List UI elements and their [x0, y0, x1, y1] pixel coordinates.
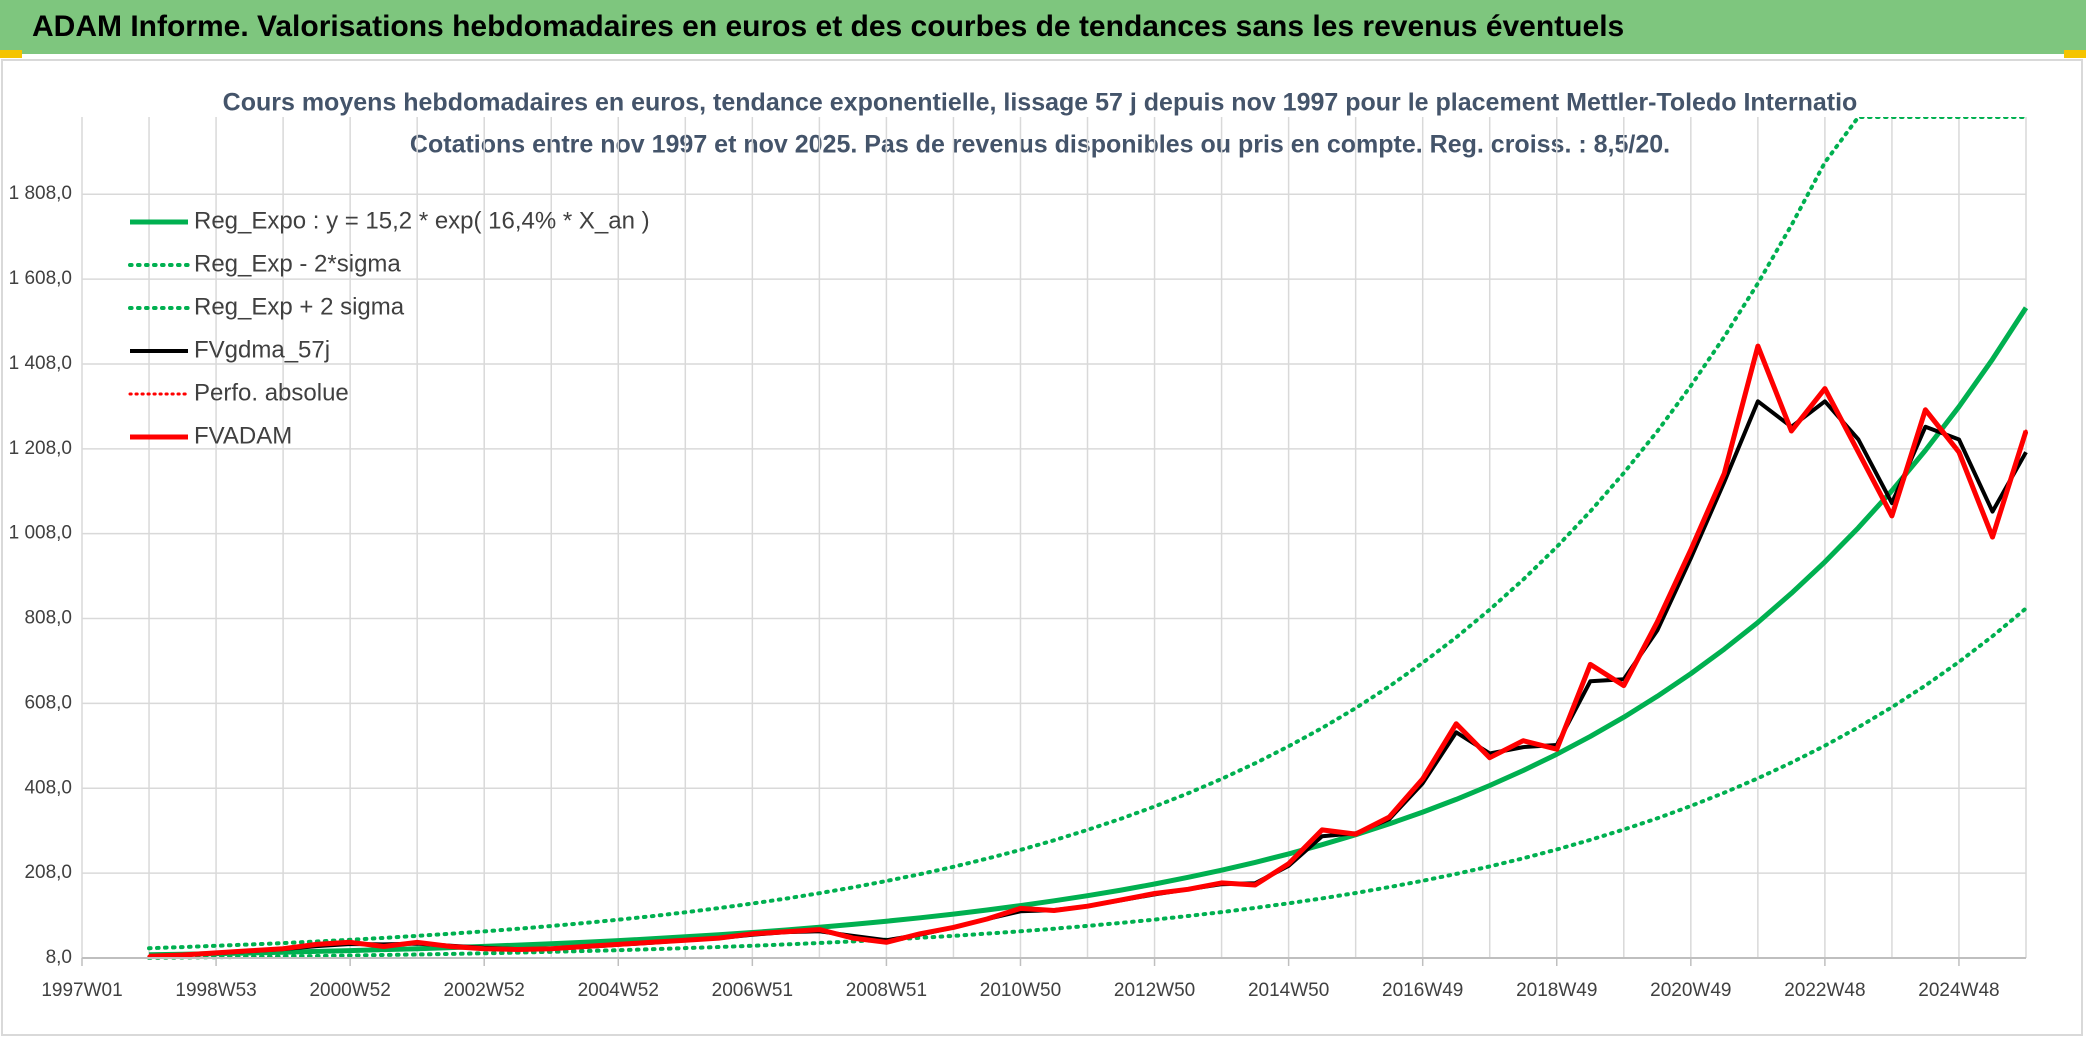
plot-area [147, 117, 2028, 960]
x-tick-label: 1998W53 [175, 980, 256, 1001]
page-title: ADAM Informe. Valorisations hebdomadaire… [32, 10, 1624, 43]
x-tick-label: 2024W48 [1918, 980, 1999, 1001]
legend-label: FVgdma_57j [194, 336, 330, 363]
x-tick-label: 2014W50 [1248, 980, 1329, 1001]
legend-label: Reg_Exp - 2*sigma [194, 250, 401, 277]
y-tick-label: 1 408,0 [9, 353, 72, 374]
axes: 8,0 208,0 408,0 608,0 808,0 1 008,0 1 208,0 1 4… [9, 183, 2026, 1001]
series-line [147, 117, 2028, 951]
y-tick-label: 1 808,0 [9, 183, 72, 204]
y-tick-label: 808,0 [24, 608, 72, 629]
legend-label: Perfo. absolue [194, 379, 349, 406]
x-tick-label: 2016W49 [1382, 980, 1463, 1001]
header-bar [0, 0, 2086, 54]
x-tick-label: 2004W52 [578, 980, 659, 1001]
corner-mark [0, 50, 22, 58]
grid [81, 117, 2027, 959]
legend-label: Reg_Exp + 2 sigma [194, 293, 405, 320]
x-tick-label: 2010W50 [980, 980, 1061, 1001]
y-tick-label: 408,0 [24, 777, 72, 798]
x-tick-label: 1997W01 [41, 980, 122, 1001]
chart-frame [1, 59, 2083, 1036]
legend: Reg_Expo : y = 15,2 * exp( 16,4% * X_an … [128, 207, 650, 449]
x-tick-label: 2012W50 [1114, 980, 1195, 1001]
x-tick-label: 2018W49 [1516, 980, 1597, 1001]
chart-subtitle: Cotations entre nov 1997 et nov 2025. Pa… [410, 131, 1670, 159]
y-tick-label: 1 608,0 [9, 268, 72, 289]
y-tick-label: 608,0 [24, 692, 72, 713]
series-line [147, 606, 2028, 960]
x-tick-label: 2006W51 [712, 980, 793, 1001]
x-tick-label: 2002W52 [444, 980, 525, 1001]
legend-label: FVADAM [194, 422, 292, 449]
corner-mark [2064, 50, 2086, 58]
x-tick-label: 2000W52 [309, 980, 390, 1001]
x-tick-label: 2020W49 [1650, 980, 1731, 1001]
y-tick-label: 1 208,0 [9, 438, 72, 459]
legend-label: Reg_Expo : y = 15,2 * exp( 16,4% * X_an … [194, 207, 650, 234]
y-tick-label: 1 008,0 [9, 523, 72, 544]
y-tick-label: 8,0 [46, 947, 72, 968]
series-line [148, 343, 2028, 959]
x-tick-label: 2022W48 [1784, 980, 1865, 1001]
y-tick-label: 208,0 [24, 862, 72, 883]
chart-title: Cours moyens hebdomadaires en euros, ten… [223, 89, 1858, 117]
x-tick-label: 2008W51 [846, 980, 927, 1001]
